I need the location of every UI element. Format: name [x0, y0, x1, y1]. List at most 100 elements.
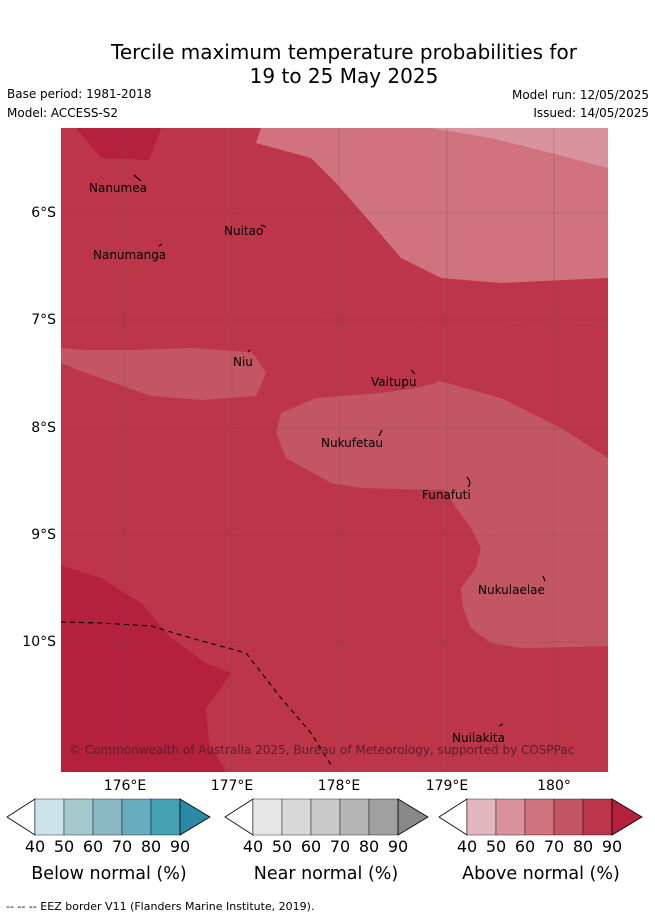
- region-above-70-north: [61, 128, 608, 648]
- probability-map: Nanumea Nuitao Nanumanga Niu Vaitupu Nuk…: [61, 128, 608, 772]
- lon-label-179e: 179°E: [425, 778, 469, 794]
- colorbar-tri-low: [6, 798, 36, 836]
- region-above-80-east: [421, 323, 608, 458]
- below-tick-50: 50: [53, 837, 75, 856]
- lon-label-180: 180°: [537, 778, 571, 794]
- island-label-nanumea: Nanumea: [89, 181, 147, 195]
- eez-border: [61, 621, 334, 769]
- colorbar-near-normal: [224, 798, 430, 836]
- colorbar-box-50-60: [495, 798, 526, 836]
- lon-label-178e: 178°E: [317, 778, 361, 794]
- colorbar-box-40-50: [34, 798, 65, 836]
- below-tick-70: 70: [111, 837, 133, 856]
- colorbar-below-title: Below normal (%): [31, 864, 187, 884]
- below-tick-40: 40: [24, 837, 46, 856]
- island-marker-nukufetau: [378, 429, 383, 437]
- eez-footnote: -- -- -- EEZ border V11 (Flanders Marine…: [6, 900, 315, 913]
- above-tick-80: 80: [572, 837, 594, 856]
- island-label-nukulaelae: Nukulaelae: [478, 583, 545, 597]
- colorbar-near-title: Near normal (%): [253, 864, 399, 884]
- colorbar-box-60-70: [310, 798, 341, 836]
- map-title: Tercile maximum temperature probabilitie…: [0, 40, 655, 88]
- region-above-50-corner: [431, 128, 608, 168]
- lon-label-176e: 176°E: [103, 778, 147, 794]
- island-marker-vaitupu: [410, 369, 416, 375]
- lat-label-8s: 8°S: [31, 420, 56, 436]
- model-run: Model run: 12/05/2025: [511, 88, 649, 102]
- lon-label-177e: 177°E: [210, 778, 254, 794]
- island-label-nanumanga: Nanumanga: [93, 248, 166, 262]
- lat-label-9s: 9°S: [31, 527, 56, 543]
- colorbar-box-70-80: [553, 798, 584, 836]
- above-tick-60: 60: [514, 837, 536, 856]
- colorbar-tri-low: [224, 798, 254, 836]
- copyright-notice: © Commonwealth of Australia 2025, Bureau…: [69, 743, 574, 757]
- island-label-vaitupu: Vaitupu: [371, 375, 417, 389]
- island-label-nuilakita: Nuilakita: [452, 731, 505, 745]
- colorbar-box-60-70: [92, 798, 123, 836]
- title-line-2: 19 to 25 May 2025: [249, 64, 439, 88]
- colorbar-box-80-90: [150, 798, 181, 836]
- colorbar-box-70-80: [121, 798, 152, 836]
- lat-label-7s: 7°S: [31, 312, 56, 328]
- near-tick-70: 70: [329, 837, 351, 856]
- island-marker-niu: [247, 349, 251, 353]
- colorbar-tri-high: [397, 798, 429, 836]
- colorbar-above-title: Above normal (%): [462, 864, 620, 884]
- island-label-nukufetau: Nukufetau: [321, 436, 383, 450]
- colorbar-tri-high: [179, 798, 211, 836]
- colorbar-box-70-80: [339, 798, 370, 836]
- region-above-90-north: [76, 128, 161, 160]
- colorbar-box-80-90: [582, 798, 613, 836]
- lat-label-6s: 6°S: [31, 205, 56, 221]
- above-tick-70: 70: [543, 837, 565, 856]
- map-canvas: Nanumea Nuitao Nanumanga Niu Vaitupu Nuk…: [61, 128, 608, 772]
- colorbar-tri-high: [611, 798, 643, 836]
- grid-lines: [61, 128, 608, 772]
- above-tick-90: 90: [601, 837, 623, 856]
- near-tick-80: 80: [358, 837, 380, 856]
- colorbar-near-svg: [224, 798, 429, 836]
- below-tick-90: 90: [169, 837, 191, 856]
- island-marker-nanumanga: [158, 243, 163, 247]
- colorbar-above-normal: [438, 798, 644, 836]
- below-tick-80: 80: [140, 837, 162, 856]
- island-marker-nuilakita: [498, 723, 504, 727]
- island-label-niu: Niu: [233, 355, 253, 369]
- island-marker-funafuti: [466, 476, 471, 488]
- colorbar-box-50-60: [281, 798, 312, 836]
- region-above-60-northeast: [256, 128, 608, 283]
- island-marker-nanumea: [133, 174, 142, 182]
- island-markers: [133, 174, 546, 727]
- region-above-80-south: [501, 718, 541, 772]
- near-tick-90: 90: [387, 837, 409, 856]
- region-above-80-nw: [61, 128, 608, 383]
- base-period: Base period: 1981-2018: [7, 87, 152, 101]
- colorbar-below-normal: [6, 798, 212, 836]
- title-line-1: Tercile maximum temperature probabilitie…: [111, 40, 577, 64]
- island-marker-nuitao: [260, 224, 267, 228]
- above-tick-50: 50: [485, 837, 507, 856]
- colorbar-box-50-60: [63, 798, 94, 836]
- colorbar-above-svg: [438, 798, 643, 836]
- colorbar-box-40-50: [466, 798, 497, 836]
- region-above-70-niu: [61, 348, 266, 400]
- region-above-70-southeast: [461, 468, 608, 648]
- region-above-90-southwest: [61, 565, 231, 772]
- colorbar-tri-low: [438, 798, 468, 836]
- above-tick-40: 40: [456, 837, 478, 856]
- near-tick-40: 40: [242, 837, 264, 856]
- island-label-funafuti: Funafuti: [422, 488, 471, 502]
- colorbar-box-40-50: [252, 798, 283, 836]
- lat-label-10s: 10°S: [22, 634, 56, 650]
- below-tick-60: 60: [82, 837, 104, 856]
- island-marker-nukulaelae: [542, 575, 546, 582]
- colorbar-below-svg: [6, 798, 211, 836]
- issued-date: Issued: 14/05/2025: [533, 106, 649, 120]
- colorbar-box-80-90: [368, 798, 399, 836]
- near-tick-50: 50: [271, 837, 293, 856]
- near-tick-60: 60: [300, 837, 322, 856]
- colorbar-box-60-70: [524, 798, 555, 836]
- island-label-nuitao: Nuitao: [224, 224, 263, 238]
- model-name: Model: ACCESS-S2: [7, 106, 119, 120]
